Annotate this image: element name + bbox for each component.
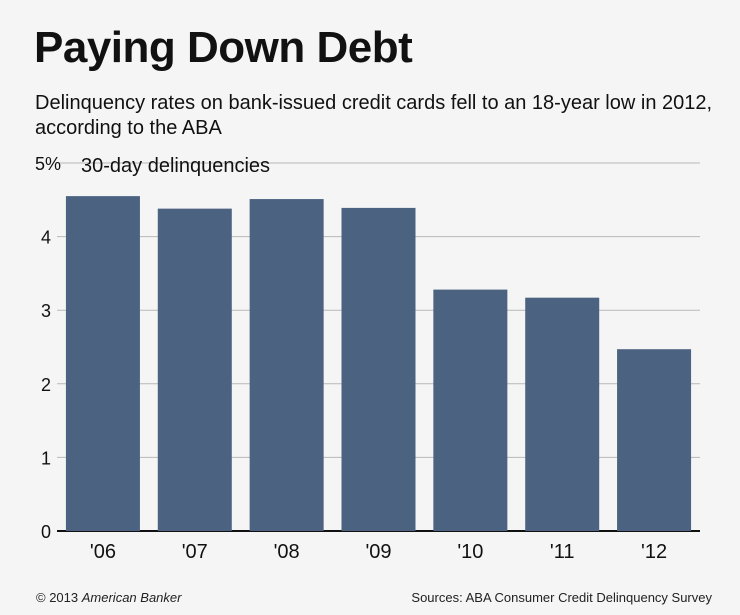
y-tick-label: 5%	[35, 154, 61, 174]
chart-series-label: 30-day delinquencies	[81, 155, 270, 177]
y-tick-label: 4	[41, 228, 51, 248]
x-tick-label: '09	[365, 541, 391, 563]
y-tick-label: 3	[41, 301, 51, 321]
y-tick-label: 0	[41, 522, 51, 542]
page-title: Paying Down Debt	[34, 23, 413, 72]
x-tick-label: '08	[274, 541, 300, 563]
bar	[249, 199, 324, 531]
bar	[157, 208, 232, 531]
bar	[617, 349, 692, 531]
bar	[341, 207, 416, 531]
chart-subtitle: Delinquency rates on bank-issued credit …	[35, 92, 713, 139]
copyright-prefix: © 2013	[36, 590, 79, 605]
copyright-brand: American Banker	[81, 590, 182, 605]
x-tick-label: '06	[90, 541, 116, 563]
x-tick-label: '07	[182, 541, 208, 563]
bar	[525, 297, 600, 531]
x-tick-label: '12	[641, 541, 667, 563]
source-note: Sources: ABA Consumer Credit Delinquency…	[411, 590, 712, 605]
y-tick-label: 1	[41, 448, 51, 468]
y-tick-label: 2	[41, 375, 51, 395]
x-tick-label: '11	[550, 541, 575, 563]
x-tick-label: '10	[457, 541, 483, 563]
copyright-credit: © 2013 American Banker	[36, 590, 181, 605]
bar	[65, 196, 140, 531]
bar	[433, 289, 508, 531]
